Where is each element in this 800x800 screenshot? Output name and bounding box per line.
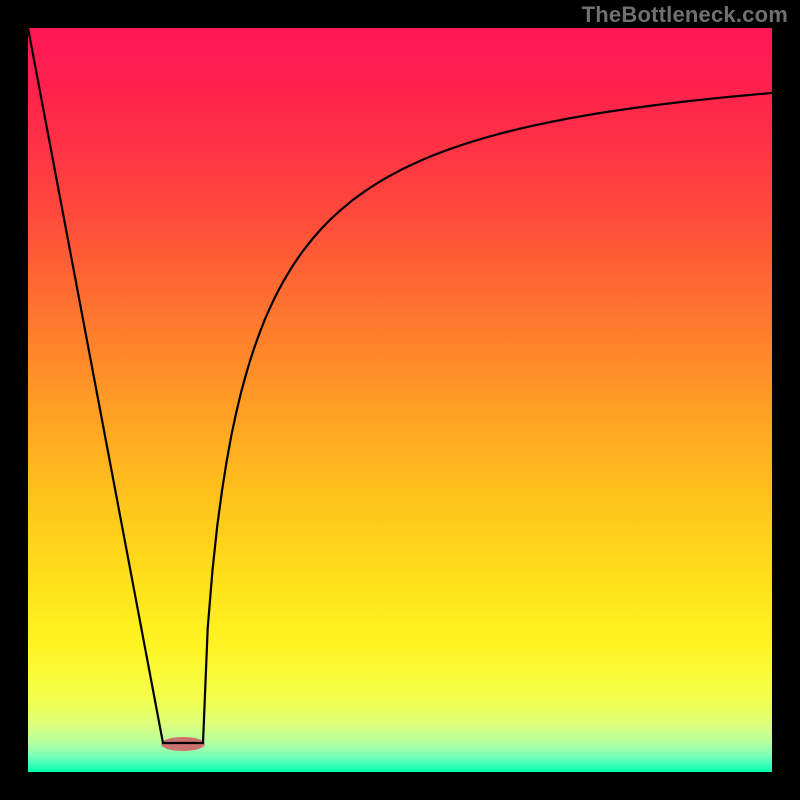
plot-area [28, 28, 772, 772]
chart-svg [0, 0, 800, 800]
chart-frame: TheBottleneck.com [0, 0, 800, 800]
watermark-text: TheBottleneck.com [582, 2, 788, 28]
